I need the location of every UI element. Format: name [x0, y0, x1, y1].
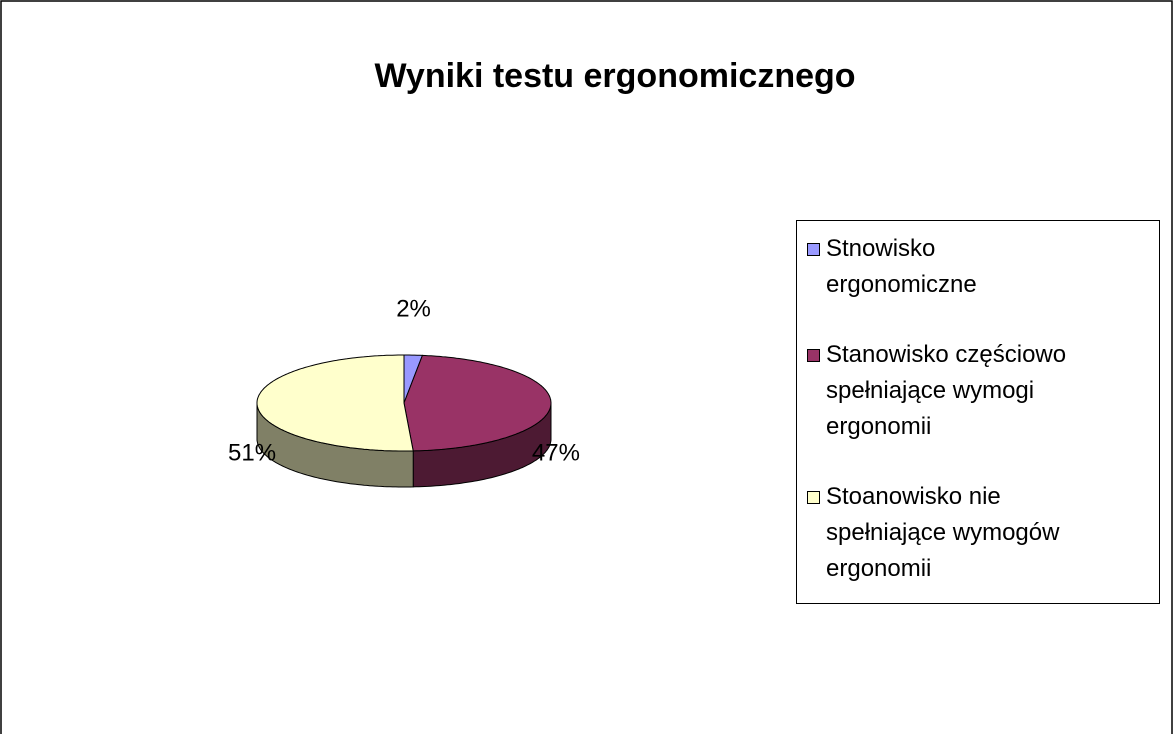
slice — [256, 354, 414, 452]
legend-label: Stanowisko częściowo spełniające wymogi … — [826, 341, 1067, 440]
legend-item: Stanowisko częściowo spełniające wymogi … — [807, 337, 1159, 445]
legend-item: Stnowisko ergonomiczne — [807, 231, 1159, 303]
data-label: 2% — [396, 296, 431, 323]
legend-swatch — [807, 349, 820, 362]
legend-swatch — [807, 243, 820, 256]
data-label: 51% — [228, 439, 276, 466]
legend-label: Stnowisko ergonomiczne — [826, 235, 977, 298]
legend-swatch — [807, 491, 820, 504]
legend-label: Stoanowisko nie spełniające wymogów ergo… — [826, 483, 1060, 582]
legend-item: Stoanowisko nie spełniające wymogów ergo… — [807, 479, 1159, 587]
legend: Stnowisko ergonomiczne Stanowisko częścio… — [796, 220, 1160, 604]
chart-title: Wyniki testu ergonomicznego — [374, 57, 855, 95]
data-label: 47% — [532, 439, 580, 466]
slice — [403, 354, 552, 452]
